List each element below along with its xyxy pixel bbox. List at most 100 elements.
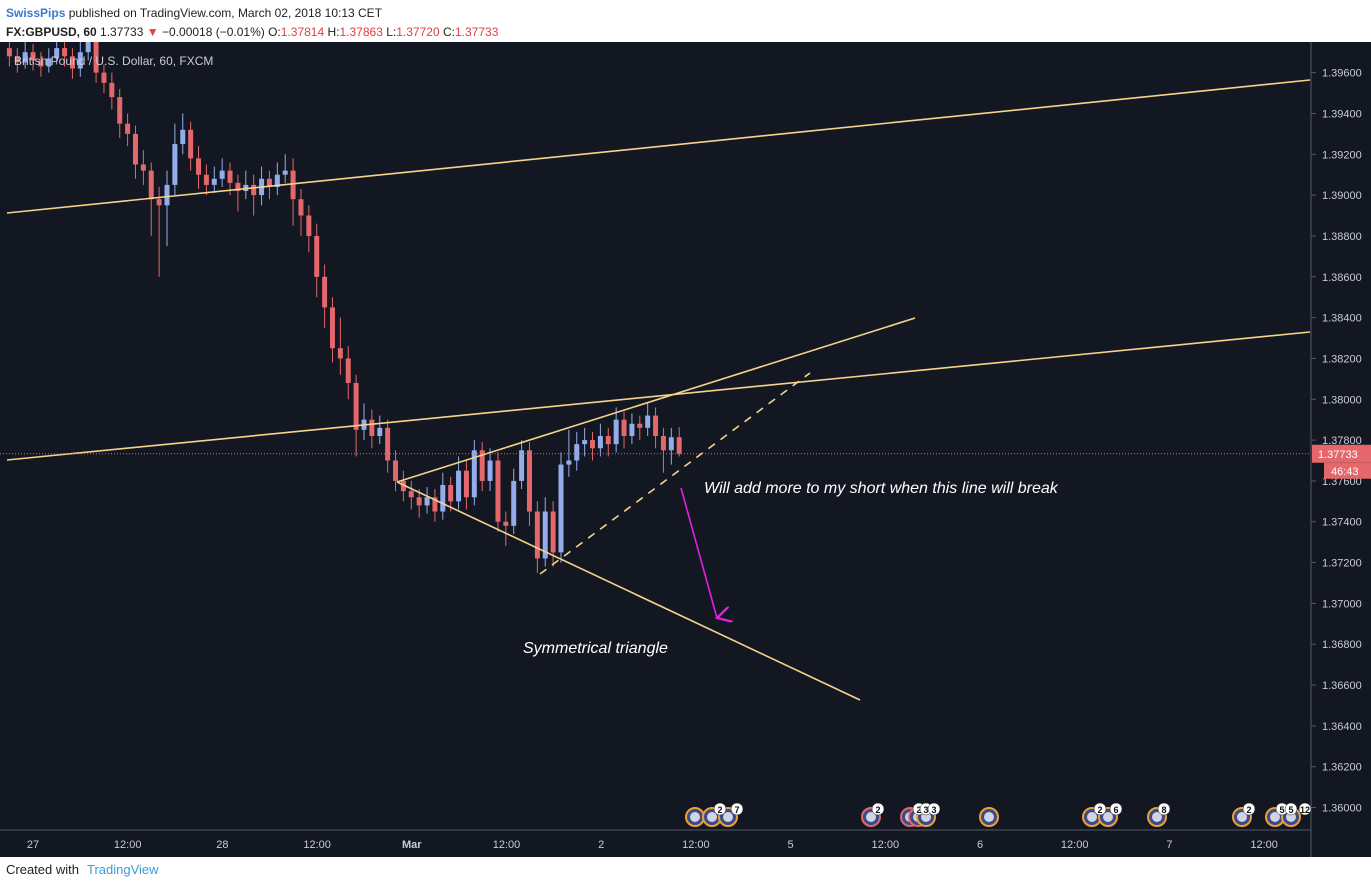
y-tick-label: 1.38200 <box>1322 353 1362 365</box>
x-tick-label: 12:00 <box>1061 839 1089 851</box>
candle-body <box>203 174 209 185</box>
trend-line <box>6 79 1311 214</box>
candle-body <box>322 276 328 308</box>
candle-body <box>605 436 611 445</box>
c: 1.37733 <box>454 25 499 39</box>
event-badge <box>713 802 727 816</box>
candle-body <box>117 97 123 124</box>
author[interactable]: SwissPips <box>6 6 66 20</box>
event-count: 2 <box>717 805 722 815</box>
candle-body <box>306 215 312 236</box>
candle-body <box>511 480 517 526</box>
chart-bg <box>0 42 1371 857</box>
annotation: Will add more to my short when this line… <box>704 480 1059 497</box>
candle-body <box>566 460 572 465</box>
x-tick-label: 5 <box>788 839 794 851</box>
candle-body <box>266 178 272 187</box>
candle-body <box>274 174 280 187</box>
event-badge <box>927 802 941 816</box>
footer: Created with TradingView <box>6 862 159 877</box>
candle-body <box>471 450 477 498</box>
x-tick-label: 12:00 <box>872 839 900 851</box>
x-tick-label: 12:00 <box>682 839 710 851</box>
brand[interactable]: TradingView <box>86 862 159 877</box>
x-tick-label: 12:00 <box>114 839 142 851</box>
event-count: 5 <box>1288 805 1293 815</box>
y-tick-label: 1.37000 <box>1322 598 1362 610</box>
event-flag-inner <box>1270 812 1280 822</box>
candle-body <box>416 497 422 506</box>
candle-body <box>219 170 225 179</box>
drawings <box>6 79 1311 701</box>
candle-body <box>377 427 383 436</box>
last: 1.37733 <box>100 25 144 39</box>
y-tick-label: 1.39400 <box>1322 108 1362 120</box>
o-label: O: <box>268 25 281 39</box>
event-badge <box>1298 802 1312 816</box>
x-tick-label: 12:00 <box>493 839 521 851</box>
candle-body <box>329 307 335 349</box>
event-badge <box>1284 802 1298 816</box>
event-count: 6 <box>1113 805 1118 815</box>
x-tick-label: 28 <box>216 839 228 851</box>
countdown: 46:43 <box>1331 466 1359 478</box>
h: 1.37863 <box>339 25 383 39</box>
candle-body <box>282 170 288 175</box>
candle-body <box>14 56 20 63</box>
candle-body <box>77 52 83 69</box>
x-tick-label: 2 <box>598 839 604 851</box>
h-label: H: <box>327 25 340 39</box>
event-count: 8 <box>1161 805 1166 815</box>
event-badge <box>1109 802 1123 816</box>
created: Created with <box>6 862 79 877</box>
triangle-lower <box>396 481 861 701</box>
y-tick-label: 1.37200 <box>1322 558 1362 570</box>
candle-body <box>22 52 28 63</box>
event-flag-inner <box>1237 812 1247 822</box>
event-count: 2 <box>1097 805 1102 815</box>
candle-body <box>156 199 162 206</box>
y-tick-label: 1.36600 <box>1322 680 1362 692</box>
candle-body <box>613 419 619 445</box>
candle-body <box>503 521 509 526</box>
candle-body <box>85 42 91 53</box>
candle-body <box>196 158 202 175</box>
candle-body <box>621 419 627 436</box>
event-count: 5 <box>1279 805 1284 815</box>
candle-body <box>660 436 666 451</box>
candle-body <box>519 450 525 481</box>
annotation: Symmetrical triangle <box>523 640 668 657</box>
event-badge <box>1242 802 1256 816</box>
candle-body <box>148 170 154 200</box>
y-tick-label: 1.38000 <box>1322 394 1362 406</box>
candle-body <box>526 450 532 512</box>
y-tick-label: 1.37400 <box>1322 517 1362 529</box>
candle-body <box>597 436 603 449</box>
trend-line <box>6 331 1311 461</box>
y-tick-label: 1.37600 <box>1322 476 1362 488</box>
event-count: 12 <box>1300 805 1310 815</box>
candle-body <box>164 184 170 206</box>
candle-body <box>132 133 138 165</box>
event-badge <box>871 802 885 816</box>
candle-body <box>62 48 68 57</box>
y-tick-label: 1.36800 <box>1322 639 1362 651</box>
candle-body <box>590 440 596 449</box>
candle-body <box>109 82 115 98</box>
dashed-line <box>539 372 811 575</box>
candle-body <box>558 464 564 553</box>
candle-body <box>30 52 36 61</box>
candle-body <box>369 419 375 436</box>
candle-body <box>101 72 107 83</box>
candle-body <box>668 437 674 451</box>
event-count: 3 <box>931 805 936 815</box>
y-tick-label: 1.36200 <box>1322 762 1362 774</box>
c-label: C: <box>442 25 455 39</box>
candle-body <box>456 470 462 502</box>
candle-body <box>298 199 304 216</box>
candle-body <box>463 470 469 498</box>
candle-body <box>140 164 146 171</box>
event-count: 7 <box>734 805 739 815</box>
triangle-upper <box>396 317 916 483</box>
